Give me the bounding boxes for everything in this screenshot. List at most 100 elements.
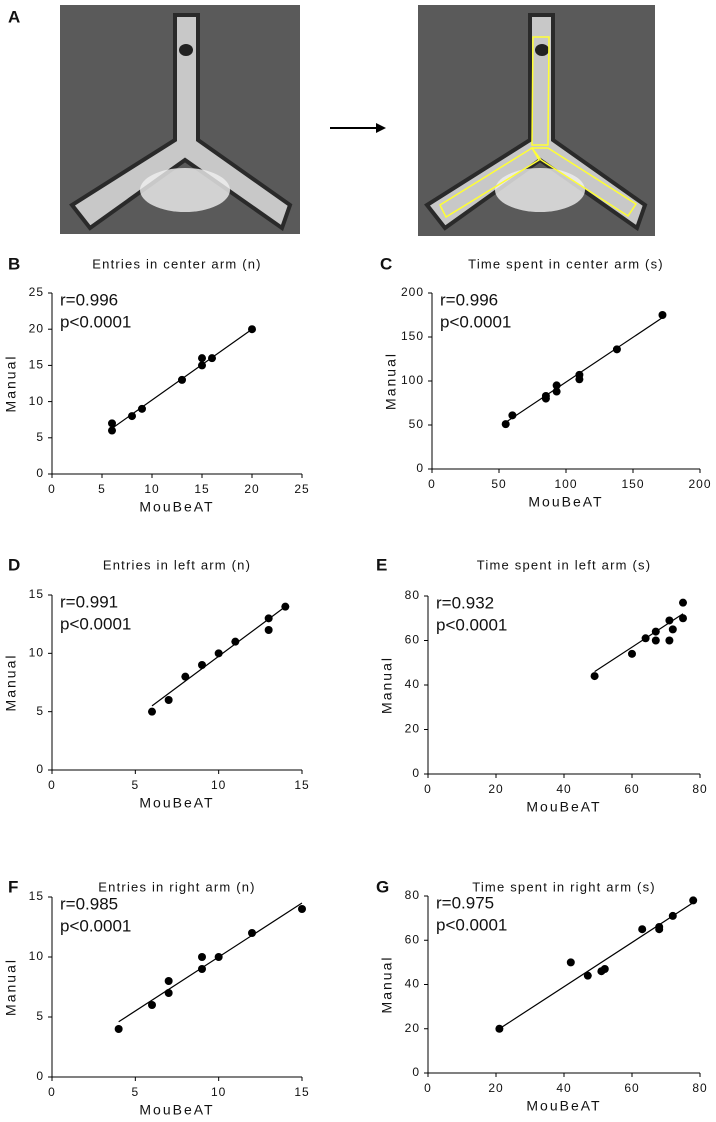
point: [552, 387, 561, 396]
y-tick-label: 0: [36, 1069, 44, 1083]
x-tick-label: 80: [692, 1081, 707, 1095]
x-axis-title: MouBeAT: [528, 494, 603, 510]
panel-label: G: [376, 877, 389, 896]
x-tick-label: 0: [48, 1085, 56, 1099]
annotation: r=0.975: [436, 893, 494, 912]
point: [298, 905, 306, 913]
point: [148, 1001, 156, 1009]
y-tick-label: 15: [29, 889, 44, 903]
panel-label: A: [8, 7, 20, 26]
point: [248, 325, 256, 334]
x-tick-label: 200: [688, 477, 711, 491]
annotation: p<0.0001: [440, 312, 511, 331]
point: [651, 636, 660, 645]
point: [214, 649, 223, 658]
point: [178, 375, 186, 384]
x-axis-title: MouBeAT: [139, 499, 214, 515]
fit-line: [499, 902, 694, 1030]
y-tick-label: 15: [29, 358, 44, 372]
y-tick-label: 20: [29, 321, 44, 335]
y-tick-label: 80: [405, 588, 420, 602]
panel-label: D: [8, 555, 20, 574]
point: [164, 989, 173, 997]
y-axis-title: Manual: [383, 352, 399, 410]
x-tick-label: 60: [624, 782, 639, 796]
x-tick-label: 25: [294, 482, 309, 496]
point: [164, 977, 173, 985]
y-tick-label: 5: [36, 430, 44, 444]
point: [641, 634, 650, 643]
point: [508, 411, 517, 420]
chart-title: Time spent in left arm (s): [477, 557, 651, 572]
y-tick-label: 0: [36, 466, 44, 480]
point: [264, 614, 273, 623]
x-axis-title: MouBeAT: [139, 795, 214, 811]
x-tick-label: 100: [554, 477, 577, 491]
y-tick-label: 0: [416, 461, 424, 475]
point: [655, 922, 664, 931]
y-axis-title: Manual: [3, 654, 19, 712]
point: [495, 1024, 504, 1033]
point: [264, 626, 273, 634]
x-tick-label: 15: [294, 778, 309, 792]
y-tick-label: 10: [29, 949, 44, 963]
photo-before: [60, 5, 300, 234]
x-tick-label: 20: [244, 482, 259, 496]
point: [501, 420, 510, 429]
x-tick-label: 60: [624, 1081, 639, 1095]
y-tick-label: 10: [29, 394, 44, 408]
chart-title: Time spent in right arm (s): [472, 879, 656, 894]
y-tick-label: 60: [405, 633, 420, 647]
x-tick-label: 15: [294, 1085, 309, 1099]
x-tick-label: 80: [692, 782, 707, 796]
annotation: r=0.996: [440, 290, 498, 309]
y-tick-label: 150: [401, 329, 424, 343]
panel-label: E: [376, 555, 387, 574]
point: [198, 361, 206, 370]
point: [148, 707, 156, 716]
annotation: r=0.996: [60, 290, 118, 309]
point: [214, 953, 223, 961]
y-tick-label: 5: [36, 704, 44, 718]
point: [566, 958, 575, 967]
point: [658, 311, 667, 319]
annotation: r=0.985: [60, 894, 118, 913]
fit-line: [118, 902, 303, 1023]
y-axis-title: Manual: [3, 958, 19, 1016]
x-tick-label: 20: [488, 1081, 503, 1095]
x-tick-label: 10: [211, 1085, 226, 1099]
annotation: p<0.0001: [436, 915, 507, 934]
y-tick-label: 15: [29, 587, 44, 601]
point: [248, 929, 256, 937]
y-tick-label: 10: [29, 646, 44, 660]
arrow: [330, 123, 386, 133]
x-tick-label: 10: [211, 778, 226, 792]
x-tick-label: 50: [491, 477, 506, 491]
annotation: r=0.932: [436, 593, 494, 612]
photo-after: [418, 5, 655, 236]
chart-title: Entries in center arm (n): [92, 256, 261, 271]
point: [552, 381, 561, 390]
y-tick-label: 40: [405, 977, 420, 991]
point: [108, 426, 116, 435]
x-tick-label: 150: [621, 477, 644, 491]
x-tick-label: 40: [556, 1081, 571, 1095]
point: [164, 696, 173, 704]
x-tick-label: 10: [144, 482, 159, 496]
point: [208, 354, 216, 363]
x-axis-title: MouBeAT: [139, 1102, 214, 1118]
x-tick-label: 0: [428, 477, 436, 491]
chart-title: Entries in right arm (n): [98, 879, 255, 894]
x-tick-label: 5: [131, 1085, 139, 1099]
x-tick-label: 0: [424, 1081, 432, 1095]
y-axis-title: Manual: [379, 956, 395, 1014]
panel-label: F: [8, 877, 18, 896]
panel-label: C: [380, 254, 392, 273]
y-tick-label: 40: [405, 677, 420, 691]
y-axis-title: Manual: [3, 355, 19, 413]
point: [128, 412, 136, 421]
point: [689, 896, 698, 905]
point: [198, 354, 206, 363]
y-axis-title: Manual: [379, 656, 395, 714]
point: [114, 1025, 123, 1033]
